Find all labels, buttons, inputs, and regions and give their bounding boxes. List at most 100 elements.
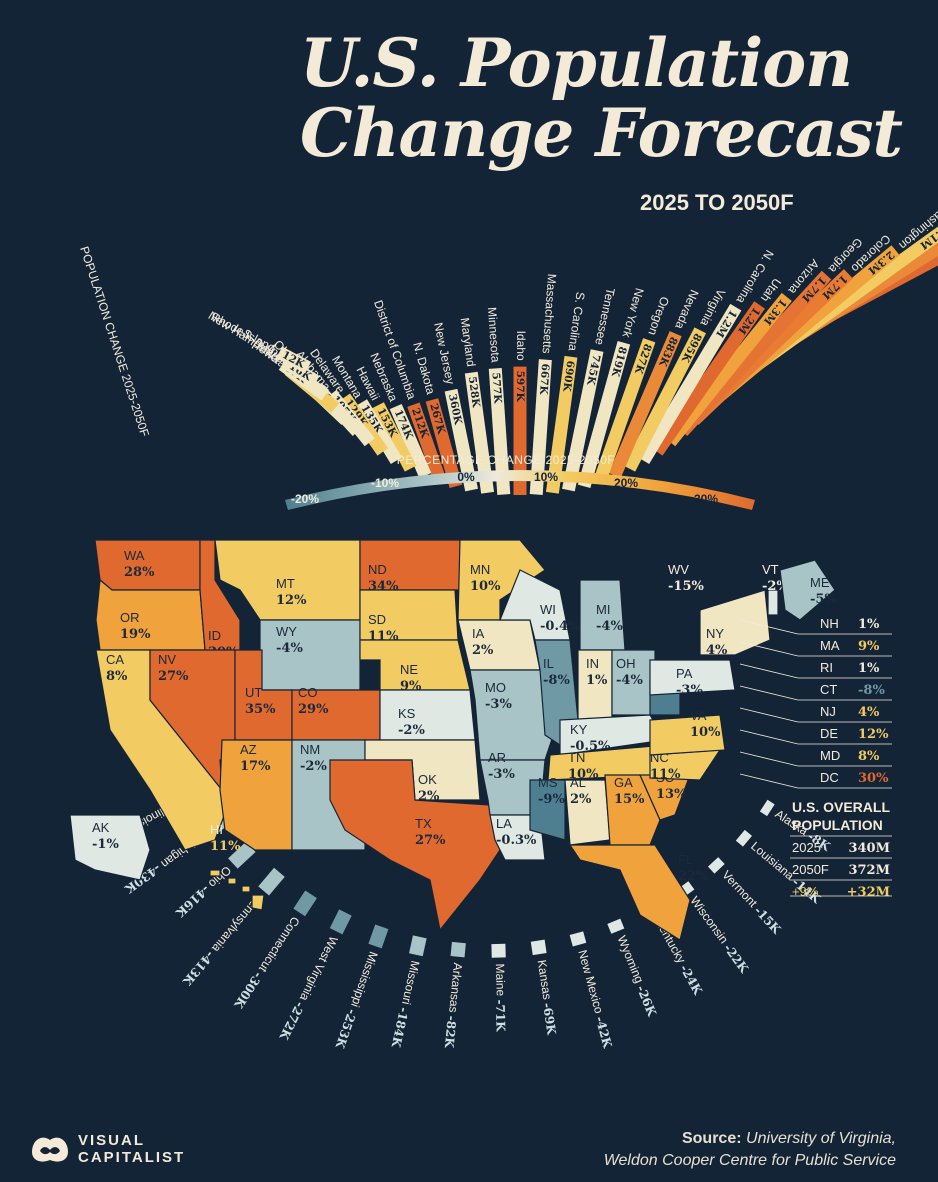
state-shape bbox=[209, 869, 265, 911]
bar-rect bbox=[608, 331, 682, 479]
bar-rect bbox=[735, 829, 752, 847]
small-state-ct: CT -8% bbox=[739, 682, 892, 701]
small-state-pct: 30% bbox=[858, 771, 889, 786]
bar-kansas: Kansas -69K bbox=[530, 939, 559, 1036]
state-il: IL -8% bbox=[534, 639, 579, 746]
state-abbr: HI bbox=[210, 822, 223, 837]
state-abbr: MI bbox=[596, 602, 610, 617]
bar-rect bbox=[513, 366, 527, 495]
bar-rect bbox=[545, 355, 578, 494]
state-abbr: WI bbox=[540, 602, 556, 617]
bar-value-label: 667K bbox=[537, 363, 551, 396]
bar-state-label: Wisconsin bbox=[687, 894, 733, 949]
legend-gradient-bar bbox=[285, 470, 755, 510]
state-abbr: OR bbox=[120, 610, 140, 625]
state-abbr: WY bbox=[276, 624, 297, 639]
state-pct: -2% bbox=[398, 723, 425, 738]
legend-tick: 10% bbox=[534, 470, 558, 484]
state-pct: 28% bbox=[124, 565, 155, 580]
bar-rect bbox=[409, 935, 427, 957]
state-pct: 11% bbox=[210, 839, 241, 854]
bar-label: Wisconsin -22K bbox=[687, 894, 752, 976]
state-pct: 12% bbox=[276, 593, 307, 608]
state-shape bbox=[699, 589, 771, 656]
state-pct: 2% bbox=[472, 643, 494, 658]
state-abbr: NM bbox=[300, 742, 320, 757]
bar-new-mexico: New Mexico -42K bbox=[569, 931, 615, 1050]
bar-value-label: -253K bbox=[333, 1007, 360, 1050]
overall-row-label: 2025 bbox=[792, 840, 821, 855]
bar-label: Missouri -184K bbox=[389, 959, 422, 1049]
state-pct: 27% bbox=[158, 669, 189, 684]
bar-arkansas: Arkansas -82K bbox=[442, 941, 466, 1049]
small-state-ma: MA 9% bbox=[739, 638, 892, 657]
state-pct: 1% bbox=[586, 673, 608, 688]
state-ia: IA 2% bbox=[457, 619, 541, 671]
state-abbr: SD bbox=[368, 612, 386, 627]
state-me: ME -5% bbox=[779, 559, 837, 621]
small-state-md: MD 8% bbox=[739, 748, 892, 767]
small-state-abbr: DC bbox=[820, 770, 839, 785]
small-state-pct: 9% bbox=[858, 639, 880, 654]
logo-line-1: VISUAL bbox=[78, 1132, 146, 1149]
state-mi: MI -4% bbox=[579, 579, 626, 651]
state-shape bbox=[767, 589, 779, 616]
overall-title-2: POPULATION bbox=[792, 817, 883, 833]
small-state-abbr: CT bbox=[820, 682, 837, 697]
small-state-abbr: MD bbox=[820, 748, 840, 763]
state-pct: -1% bbox=[92, 837, 119, 852]
bar-rect bbox=[389, 404, 432, 479]
overall-row-value: 372M bbox=[848, 863, 890, 878]
state-al: AL 2% bbox=[564, 775, 611, 846]
state-ne: NE9% bbox=[359, 639, 471, 694]
state-abbr: VT bbox=[762, 562, 779, 577]
state-shape bbox=[329, 759, 501, 932]
state-abbr: FL bbox=[678, 852, 693, 867]
state-abbr: PA bbox=[676, 666, 693, 681]
state-shape bbox=[568, 844, 691, 941]
state-pct: 10% bbox=[568, 767, 599, 782]
small-state-de: DE 12% bbox=[739, 726, 892, 745]
state-pct: 10% bbox=[690, 725, 721, 740]
bar-label: Ohio -416K bbox=[173, 863, 234, 921]
state-tx: TX 27% bbox=[329, 759, 501, 932]
bar-value-label: -300K bbox=[231, 970, 265, 1012]
bar-label: Maine -71K bbox=[492, 963, 508, 1032]
small-state-abbr: NH bbox=[820, 616, 839, 631]
state-pct: 10% bbox=[470, 579, 501, 594]
state-abbr: NV bbox=[158, 652, 176, 667]
state-pct: -3% bbox=[676, 683, 703, 698]
state-pct: -4% bbox=[276, 641, 303, 656]
state-pct: -0.4% bbox=[540, 619, 581, 634]
state-ar: AR -3% bbox=[479, 750, 546, 816]
bar-value-label: 827K bbox=[632, 342, 654, 376]
bar-rect bbox=[569, 931, 587, 947]
bar-rect bbox=[623, 327, 707, 472]
bar-state-label: Nevada bbox=[672, 288, 701, 332]
state-pct: 15% bbox=[614, 792, 645, 807]
bar-state-label: Maryland bbox=[458, 317, 479, 368]
legend-tick: 20% bbox=[614, 476, 638, 490]
legend-tick: 0% bbox=[457, 470, 475, 484]
state-pct: 2% bbox=[570, 792, 592, 807]
bar-rect bbox=[329, 909, 352, 935]
bar-rect bbox=[665, 292, 792, 447]
small-state-abbr: RI bbox=[820, 660, 833, 675]
state-ny: NY 4% bbox=[699, 589, 771, 658]
state-co: CO 29% bbox=[291, 685, 381, 741]
bar-rect bbox=[464, 371, 495, 494]
state-abbr: NE bbox=[400, 662, 418, 677]
state-pct: -8% bbox=[543, 673, 570, 688]
state-pct: 4% bbox=[706, 643, 728, 658]
state-abbr: MN bbox=[470, 562, 490, 577]
bar-minnesota: 577K Minnesota bbox=[485, 307, 511, 495]
state-pct: 13% bbox=[656, 787, 687, 802]
bar-value-label: -82K bbox=[442, 1015, 459, 1049]
bar-state-label: New Jersey bbox=[431, 321, 457, 385]
bar-label: Mississippi -253K bbox=[333, 950, 380, 1051]
small-state-dc: DC 30% bbox=[739, 770, 892, 789]
bar-rect bbox=[491, 943, 506, 958]
state-ga: GA 15% bbox=[604, 774, 661, 846]
legend-tick: 30% bbox=[694, 492, 718, 506]
